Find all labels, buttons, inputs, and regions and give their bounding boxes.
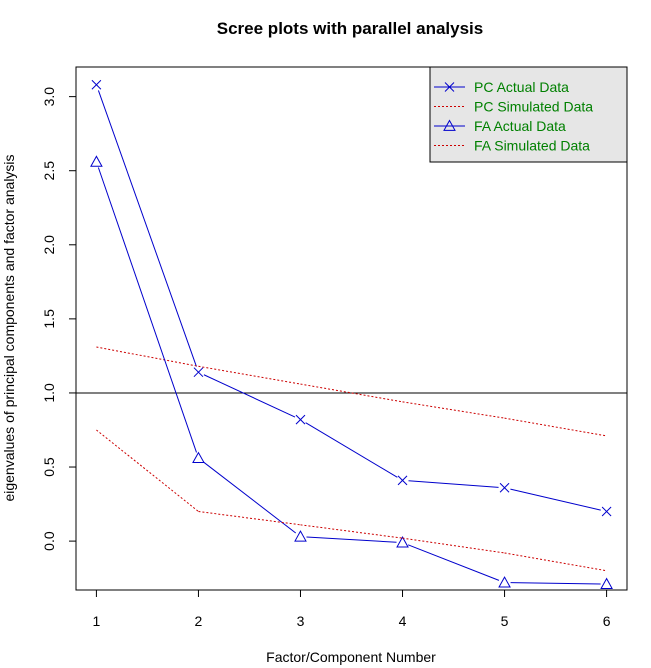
axis-layer: 1 2 3 4 5 6 0.0 0.5 1.0 1.5 2.0 2.5 3.0 xyxy=(41,87,611,629)
series-line-segment xyxy=(306,536,397,543)
x-tick-label: 2 xyxy=(195,613,203,629)
series-line-segment xyxy=(198,510,301,526)
data-point-x-marker xyxy=(444,82,455,92)
series-line-segment xyxy=(97,90,197,367)
legend-item: PC Simulated Data xyxy=(434,99,593,115)
chart-title: Scree plots with parallel analysis xyxy=(217,19,483,38)
series-line-segment xyxy=(300,524,403,539)
series-line-segment xyxy=(510,582,601,585)
series-2 xyxy=(96,346,607,437)
data-point-x-marker xyxy=(193,367,204,378)
legend: PC Actual Data PC Simulated Data FA Actua… xyxy=(429,66,628,163)
data-point-triangle-marker xyxy=(396,536,409,548)
series-1 xyxy=(91,79,612,517)
y-tick-label: 1.5 xyxy=(41,309,57,329)
x-tick-label: 5 xyxy=(501,613,509,629)
data-point-triangle-marker xyxy=(443,119,456,131)
legend-item: FA Actual Data xyxy=(434,118,566,134)
data-point-triangle-marker xyxy=(498,576,511,588)
data-point-triangle-marker xyxy=(90,155,103,167)
legend-label: FA Simulated Data xyxy=(474,138,590,154)
legend-item: FA Simulated Data xyxy=(434,138,590,154)
y-tick-label: 2.5 xyxy=(41,161,57,181)
series-line-segment xyxy=(402,537,505,554)
y-tick-label: 3.0 xyxy=(41,87,57,107)
series-line-segment xyxy=(408,480,499,488)
series-line-segment xyxy=(305,422,398,478)
series-line-segment xyxy=(96,429,199,512)
series-line-segment xyxy=(97,167,197,453)
series-line-segment xyxy=(96,346,199,367)
y-axis-label: eigenvalues of principal components and … xyxy=(1,154,17,501)
y-tick-label: 0.0 xyxy=(41,531,57,551)
data-point-x-marker xyxy=(295,414,306,425)
x-tick-label: 4 xyxy=(399,613,407,629)
data-point-x-marker xyxy=(601,506,612,517)
data-point-x-marker xyxy=(499,482,510,493)
series-line-segment xyxy=(510,488,601,511)
y-tick-label: 0.5 xyxy=(41,457,57,477)
x-tick-label: 3 xyxy=(297,613,305,629)
legend-item: PC Actual Data xyxy=(434,79,569,95)
data-point-triangle-marker xyxy=(600,577,613,589)
data-point-x-marker xyxy=(397,475,408,486)
y-tick-label: 1.0 xyxy=(41,383,57,403)
y-tick-label: 2.0 xyxy=(41,235,57,255)
series-line-segment xyxy=(198,365,301,385)
x-tick-label: 1 xyxy=(93,613,101,629)
x-axis: 1 2 3 4 5 6 xyxy=(93,589,611,629)
series-line-segment xyxy=(402,401,505,419)
legend-label: PC Actual Data xyxy=(474,79,569,95)
data-point-triangle-marker xyxy=(294,530,307,542)
series-4 xyxy=(96,429,607,572)
series-layer xyxy=(90,79,613,589)
series-line-segment xyxy=(407,544,500,581)
x-axis-label: Factor/Component Number xyxy=(266,649,436,665)
data-point-triangle-marker xyxy=(192,451,205,464)
series-line-segment xyxy=(504,552,607,572)
series-line-segment xyxy=(300,383,403,403)
y-axis: 0.0 0.5 1.0 1.5 2.0 2.5 3.0 xyxy=(41,87,77,551)
legend-label: PC Simulated Data xyxy=(474,99,593,115)
series-line-segment xyxy=(504,417,607,437)
data-point-x-marker xyxy=(91,79,102,90)
series-line-segment xyxy=(203,374,296,418)
series-line-segment xyxy=(202,461,297,534)
legend-box xyxy=(429,66,628,163)
series-3 xyxy=(90,155,613,589)
legend-label: FA Actual Data xyxy=(474,118,566,134)
x-tick-label: 6 xyxy=(603,613,611,629)
